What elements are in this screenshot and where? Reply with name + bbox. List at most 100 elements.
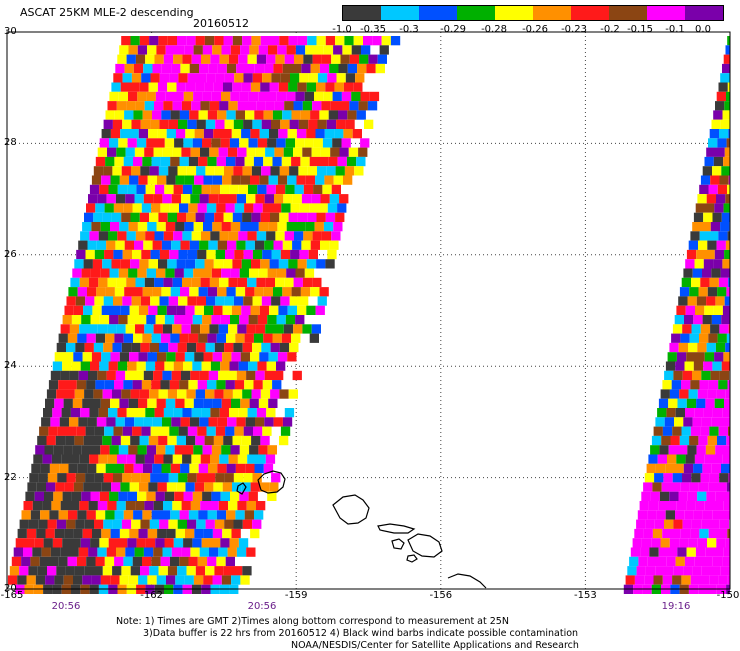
swath-cell — [700, 324, 711, 334]
swath-cell — [109, 315, 119, 325]
swath-cell — [250, 175, 260, 185]
swath-cell — [170, 463, 181, 474]
swath-cell — [708, 333, 718, 343]
swath-cell — [674, 315, 684, 325]
swath-cell — [225, 380, 235, 390]
swath-cell — [166, 175, 176, 185]
swath-cell — [177, 389, 187, 399]
swath-cell — [208, 63, 218, 74]
swath-cell — [169, 380, 180, 390]
swath-cell — [268, 352, 278, 362]
swath-cell — [148, 482, 158, 492]
swath-cell — [338, 110, 348, 120]
swath-cell — [91, 175, 102, 185]
swath-cell — [132, 249, 142, 260]
swath-cell — [218, 147, 228, 157]
swath-cell — [114, 287, 125, 297]
swath-cell — [132, 380, 142, 390]
swath-cell — [195, 36, 205, 46]
swath-cell — [137, 222, 148, 232]
swath-cell — [108, 538, 118, 548]
swath-cell — [329, 194, 340, 204]
swath-cell — [269, 82, 279, 92]
swath-cell — [717, 435, 727, 446]
swath-cell — [658, 501, 668, 511]
swath-cell — [156, 45, 166, 55]
swath-cell — [193, 445, 203, 455]
swath-cell — [135, 501, 145, 511]
swath-cell — [240, 45, 250, 55]
swath-cell — [47, 519, 57, 529]
swath-cell — [709, 231, 719, 241]
swath-cell — [85, 426, 95, 436]
swath-cell — [124, 463, 134, 474]
swath-cell — [119, 528, 130, 539]
swath-cell — [241, 129, 251, 139]
swath-cell — [146, 445, 157, 455]
swath-cell — [189, 110, 199, 120]
swath-cell — [202, 138, 212, 148]
swath-cell — [132, 203, 142, 213]
swath-cell — [241, 259, 251, 269]
swath-cell — [271, 473, 281, 483]
swath-cell — [167, 212, 177, 222]
data-cells — [7, 36, 731, 594]
swath-cell — [271, 249, 281, 260]
swath-cell — [66, 519, 76, 529]
swath-cell — [203, 129, 214, 139]
swath-cell — [212, 45, 222, 55]
swath-cell — [130, 36, 140, 46]
swath-cell — [682, 324, 692, 334]
swath-cell — [80, 408, 90, 418]
swath-cell — [173, 231, 183, 241]
swath-cell — [149, 519, 160, 529]
swath-cell — [133, 156, 143, 167]
swath-cell — [222, 482, 232, 492]
swath-cell — [148, 305, 158, 315]
swath-cell — [211, 491, 221, 501]
swath-cell — [297, 259, 307, 269]
swath-cell — [114, 380, 124, 390]
swath-cell — [361, 45, 371, 55]
swath-cell — [712, 510, 722, 520]
swath-cell — [714, 547, 724, 557]
swath-cell — [207, 287, 218, 297]
swath-cell — [118, 445, 129, 455]
swath-cell — [228, 277, 238, 288]
swath-cell — [145, 54, 155, 64]
swath-cell — [273, 240, 283, 250]
swath-cell — [255, 417, 265, 427]
swath-cell — [238, 184, 248, 195]
swath-cell — [703, 212, 713, 222]
swath-cell — [147, 222, 157, 232]
swath-cell — [246, 547, 256, 557]
swath-cell — [227, 240, 237, 250]
swath-cell — [188, 156, 199, 167]
swath-cell — [710, 370, 720, 381]
swath-cell — [301, 63, 311, 74]
swath-cell — [159, 342, 169, 353]
swath-cell — [260, 435, 270, 446]
swath-cell — [709, 426, 719, 436]
swath-cell — [179, 156, 189, 167]
swath-cell — [296, 222, 306, 232]
swath-cell — [117, 231, 127, 241]
swath-cell — [230, 91, 240, 102]
swath-cell — [71, 315, 82, 325]
swath-cell — [54, 352, 64, 362]
swath-cell — [325, 259, 335, 269]
swath-cell — [155, 538, 165, 548]
swath-cell — [128, 398, 138, 408]
swath-cell — [195, 566, 206, 576]
swath-cell — [119, 398, 129, 408]
swath-cell — [300, 287, 311, 297]
swath-cell — [698, 240, 708, 250]
swath-cell — [644, 473, 655, 483]
swath-cell — [308, 249, 318, 260]
swath-cell — [726, 482, 731, 492]
swath-cell — [715, 296, 725, 306]
swath-cell — [278, 82, 289, 92]
swath-cell — [83, 305, 93, 315]
swath-cell — [99, 184, 109, 195]
swath-cell — [103, 473, 113, 483]
